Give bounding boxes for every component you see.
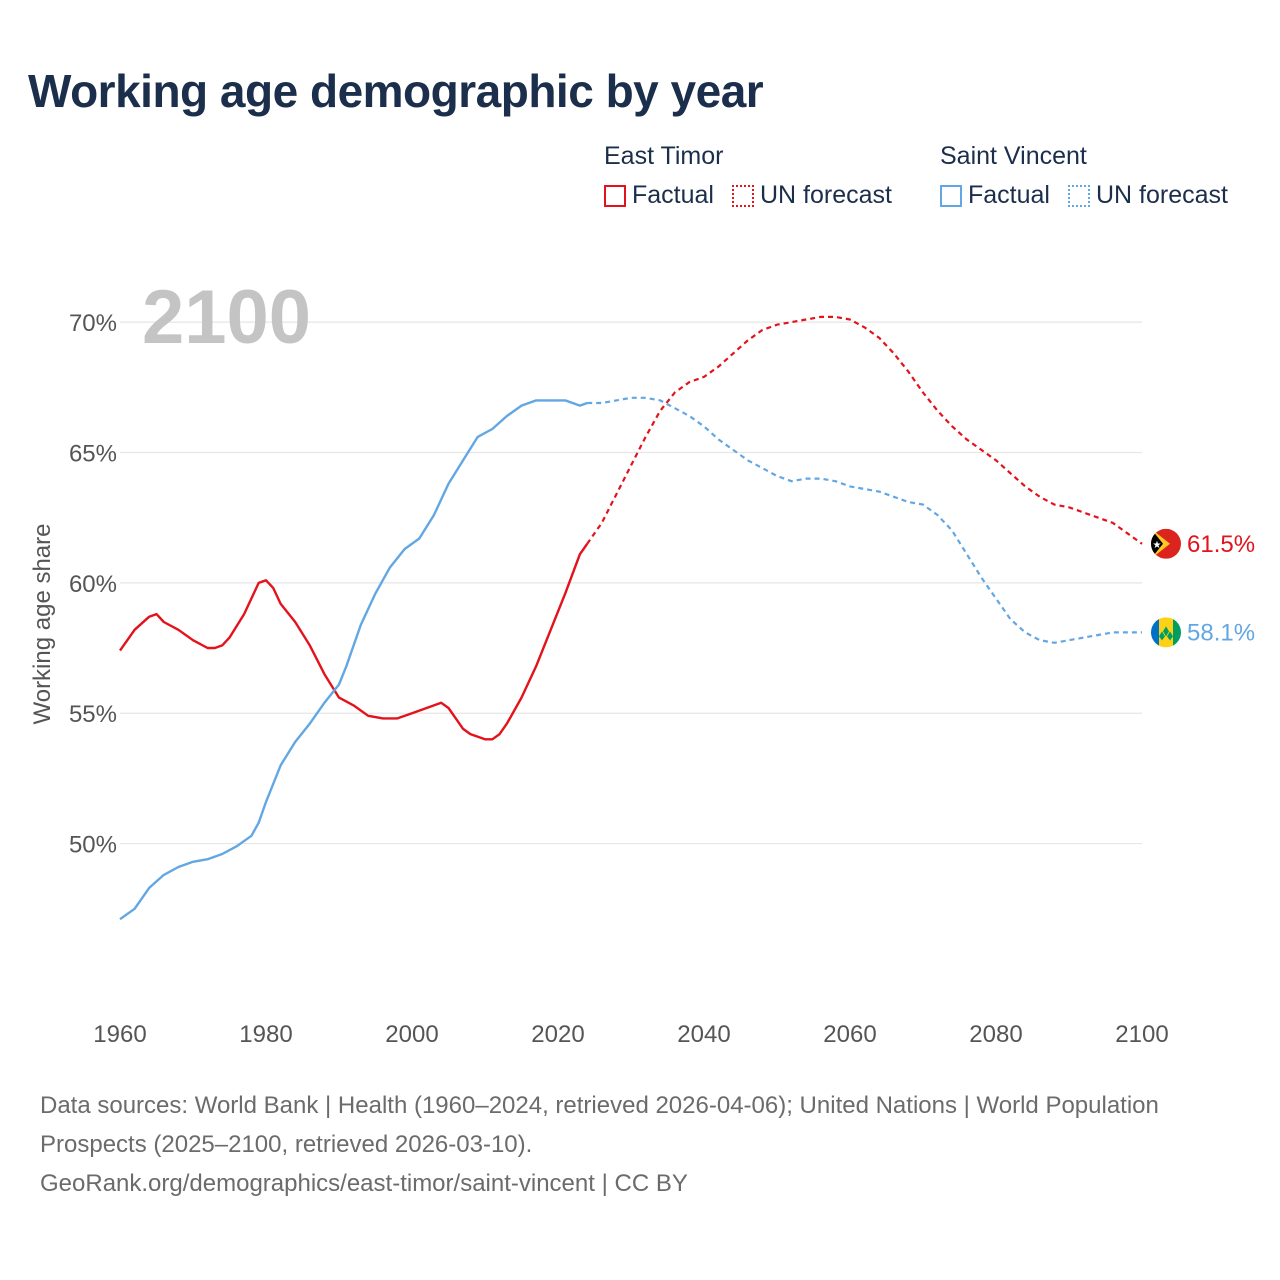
legend-east-timor-forecast[interactable]: UN forecast <box>731 181 892 210</box>
end-markers: ★ 61.5% 58.1% <box>1151 528 1255 648</box>
east-timor-forecast-line[interactable] <box>586 315 1143 545</box>
x-tick-label: 2020 <box>531 1021 584 1048</box>
x-tick-label: 2040 <box>677 1021 730 1048</box>
chart-title: Working age demographic by year <box>28 65 764 117</box>
east-timor-flag-icon: ★ <box>1151 528 1181 559</box>
legend-east-timor-title: East Timor <box>604 142 724 170</box>
legend-east-timor: East Timor Factual UN forecast <box>604 142 892 210</box>
legend-label: Factual <box>632 181 714 209</box>
legend-label: UN forecast <box>759 181 892 209</box>
attribution-link[interactable]: GeoRank.org/demographics/east-timor/sain… <box>40 1170 688 1197</box>
saint-vincent-flag-icon <box>1151 617 1181 648</box>
y-tick-label: 65% <box>69 441 117 468</box>
y-tick-label: 50% <box>69 832 117 859</box>
x-tick-label: 2100 <box>1115 1021 1168 1048</box>
legend-swatch-dotted-icon <box>1067 184 1090 207</box>
legend-saint-vincent-title: Saint Vincent <box>940 142 1087 170</box>
line-chart: 2100 50% 55% 60% 65% 70% 1960 1980 2000 2020 204… <box>29 275 1255 1048</box>
x-axis-ticks: 1960 1980 2000 2020 2040 2060 2080 2100 <box>93 1021 1168 1048</box>
y-tick-label: 60% <box>69 571 117 598</box>
x-tick-label: 2000 <box>385 1021 438 1048</box>
y-tick-label: 55% <box>69 701 117 728</box>
legend-east-timor-factual[interactable]: Factual <box>604 181 714 210</box>
legend-swatch-solid-icon <box>940 184 962 207</box>
legend-saint-vincent: Saint Vincent Factual UN forecast <box>940 142 1228 210</box>
legend-label: UN forecast <box>1095 181 1228 209</box>
data-source-footer: Data sources: World Bank | Health (1960–… <box>40 1086 1220 1203</box>
east-timor-factual-line[interactable] <box>119 543 589 741</box>
saint-vincent-forecast-line[interactable] <box>587 396 1142 644</box>
legend-saint-vincent-factual[interactable]: Factual <box>940 181 1050 210</box>
x-tick-label: 1980 <box>239 1021 292 1048</box>
legend-saint-vincent-forecast[interactable]: UN forecast <box>1067 181 1228 210</box>
y-axis-ticks: 50% 55% 60% 65% 70% <box>69 310 117 858</box>
gridlines <box>120 321 1142 845</box>
legend-label: Factual <box>968 181 1050 209</box>
year-watermark: 2100 <box>142 275 311 360</box>
series-lines <box>119 315 1143 921</box>
saint-vincent-end-label: 58.1% <box>1187 619 1255 646</box>
saint-vincent-factual-line[interactable] <box>119 399 588 921</box>
legend-swatch-solid-icon <box>604 184 626 207</box>
east-timor-end-label: 61.5% <box>1187 531 1255 558</box>
y-axis-label: Working age share <box>29 524 56 725</box>
x-tick-label: 1960 <box>93 1021 146 1048</box>
y-tick-label: 70% <box>69 310 117 337</box>
data-sources-text: Data sources: World Bank | Health (1960–… <box>40 1092 1159 1158</box>
legend-swatch-dotted-icon <box>731 184 754 207</box>
svg-text:★: ★ <box>1153 540 1162 551</box>
x-tick-label: 2060 <box>823 1021 876 1048</box>
x-tick-label: 2080 <box>969 1021 1022 1048</box>
